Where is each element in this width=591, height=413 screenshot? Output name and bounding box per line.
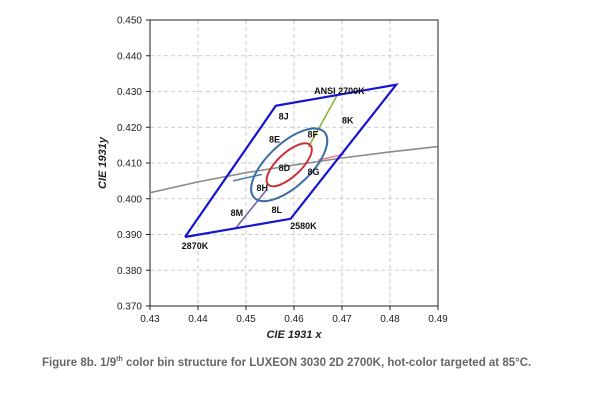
- inner-ellipse: [265, 142, 313, 188]
- y-tick-label: 0.390: [117, 230, 142, 241]
- x-tick-label: 0.48: [380, 314, 400, 325]
- figure-caption: Figure 8b. 1/9th color bin structure for…: [42, 356, 582, 369]
- series-bin-outline: [184, 83, 399, 239]
- x-tick-label: 0.49: [428, 314, 448, 325]
- annotation-2870k: 2870K: [182, 241, 209, 251]
- x-tick-label: 0.44: [188, 314, 208, 325]
- annotation-8e: 8E: [269, 135, 280, 145]
- annotation-8m: 8M: [231, 208, 244, 218]
- x-tick-label: 0.47: [332, 314, 352, 325]
- x-axis-ticks: 0.43 0.44 0.45 0.46 0.47 0.48 0.49: [140, 306, 448, 325]
- series: [150, 83, 438, 239]
- x-tick-label: 0.43: [140, 314, 160, 325]
- y-tick-label: 0.430: [117, 87, 142, 98]
- annotations: ANSI 2700K 8J 8K 8F 8E 8D 8G 8H 8M 8L 2580K 2870K: [182, 86, 366, 251]
- annotation-8g: 8G: [307, 167, 319, 177]
- series-segment-upper: [307, 94, 338, 148]
- annotation-2580k: 2580K: [290, 221, 317, 231]
- annotation-8f: 8F: [307, 129, 318, 139]
- annotation-ansi-2700k: ANSI 2700K: [314, 86, 365, 96]
- x-axis-title: CIE 1931 x: [266, 329, 322, 341]
- caption-sup: th: [116, 356, 123, 363]
- annotation-8j: 8J: [279, 111, 289, 121]
- annotation-8d: 8D: [279, 163, 291, 173]
- chart-canvas: 0.43 0.44 0.45 0.46 0.47 0.48 0.49 0.3700.3800…: [97, 16, 448, 342]
- y-tick-label: 0.420: [117, 123, 142, 134]
- annotation-8h: 8H: [257, 183, 269, 193]
- y-tick-label: 0.400: [117, 194, 142, 205]
- outer-ellipse: [250, 127, 329, 203]
- y-tick-label: 0.380: [117, 266, 142, 277]
- annotation-8k: 8K: [342, 116, 354, 126]
- y-axis-ticks: 0.370 0.380 0.390 0.400 0.410 0.420 0.430 0.440…: [117, 16, 150, 313]
- grid: [150, 20, 438, 306]
- y-axis-title: CIE 1931y: [97, 136, 109, 189]
- y-tick-label: 0.370: [117, 302, 142, 313]
- y-tick-label: 0.410: [117, 159, 142, 170]
- annotation-8l: 8L: [271, 205, 282, 215]
- ellipses: [250, 127, 329, 203]
- caption-prefix: Figure 8b. 1/9: [42, 356, 117, 369]
- series-blackbody-locus: [150, 145, 438, 194]
- series-segment-left: [232, 173, 262, 182]
- x-tick-label: 0.45: [236, 314, 256, 325]
- x-tick-label: 0.46: [284, 314, 304, 325]
- series-segment-lower: [235, 189, 268, 228]
- chart: 0.43 0.44 0.45 0.46 0.47 0.48 0.49 0.370 0.380 0…: [97, 16, 448, 342]
- caption-suffix: color bin structure for LUXEON 3030 2D 2…: [122, 356, 532, 369]
- y-tick-label: 0.440: [117, 51, 142, 62]
- y-tick-label: 0.450: [117, 16, 142, 27]
